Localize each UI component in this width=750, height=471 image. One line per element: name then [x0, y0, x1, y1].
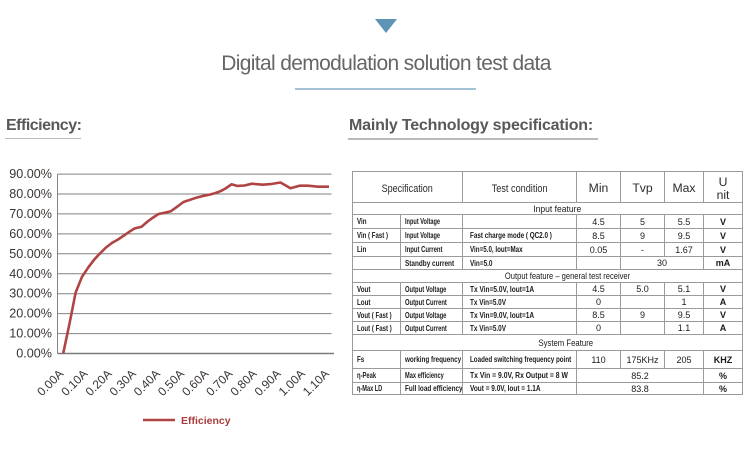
svg-text:0.70A: 0.70A [203, 367, 235, 399]
svg-text:40.00%: 40.00% [9, 267, 52, 281]
svg-text:0.90A: 0.90A [252, 367, 284, 399]
svg-text:0.40A: 0.40A [131, 367, 163, 399]
svg-text:50.00%: 50.00% [9, 247, 52, 261]
svg-text:60.00%: 60.00% [9, 227, 52, 241]
svg-text:0.00%: 0.00% [16, 347, 52, 361]
svg-text:Efficiency: Efficiency [181, 415, 231, 427]
svg-text:0.50A: 0.50A [155, 367, 187, 399]
svg-text:0.00A: 0.00A [34, 367, 66, 399]
svg-text:70.00%: 70.00% [9, 207, 52, 221]
svg-text:20.00%: 20.00% [9, 307, 52, 321]
svg-text:80.00%: 80.00% [9, 187, 52, 201]
svg-text:0.20A: 0.20A [83, 367, 115, 399]
svg-text:0.10A: 0.10A [58, 367, 90, 399]
svg-text:90.00%: 90.00% [9, 167, 52, 181]
svg-text:1.10A: 1.10A [300, 367, 332, 399]
svg-text:10.00%: 10.00% [9, 327, 52, 341]
svg-text:30.00%: 30.00% [9, 287, 52, 301]
svg-text:0.30A: 0.30A [107, 367, 139, 399]
svg-text:0.80A: 0.80A [227, 367, 259, 399]
svg-text:1.00A: 1.00A [276, 367, 308, 399]
svg-text:0.60A: 0.60A [179, 367, 211, 399]
